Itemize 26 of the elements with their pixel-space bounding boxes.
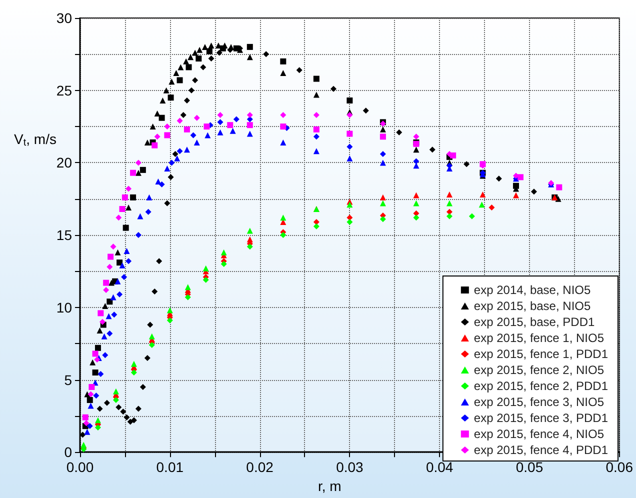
legend-label: exp 2015, fence 2, NIO5 [474, 363, 604, 377]
x-tick-label: 0.02 [246, 459, 274, 476]
x-tick-label: 0.05 [516, 459, 544, 476]
y-tick-label: 30 [56, 10, 72, 26]
x-tick-label: 0.06 [606, 459, 634, 476]
y-tick-label: 5 [64, 372, 72, 388]
y-tick-label: 20 [56, 154, 72, 171]
x-tick-label: 0.01 [156, 459, 184, 476]
x-tick-label: 0.04 [426, 459, 454, 476]
legend-label: exp 2015, fence 2, PDD1 [474, 379, 608, 393]
y-tick-label: 15 [56, 227, 72, 244]
legend-label: exp 2014, base, NIO5 [474, 283, 591, 297]
legend-label: exp 2015, base, NIO5 [474, 299, 591, 313]
y-tick-label: 0 [64, 444, 72, 460]
legend-label: exp 2015, fence 4, NIO5 [474, 427, 604, 441]
legend-label: exp 2015, base, PDD1 [474, 315, 595, 329]
legend-label: exp 2015, fence 1, NIO5 [474, 331, 604, 345]
y-tick-label: 25 [56, 82, 72, 98]
y-tick-label: 10 [56, 299, 72, 316]
legend-label: exp 2015, fence 1, PDD1 [474, 347, 608, 361]
x-axis-title: r, m [318, 478, 342, 494]
legend-label: exp 2015, fence 4, PDD1 [474, 443, 608, 457]
x-tick-label: 0.03 [336, 459, 364, 476]
x-tick-label: 0.00 [66, 459, 94, 476]
legend-label: exp 2015, fence 3, PDD1 [474, 411, 608, 425]
legend-label: exp 2015, fence 3, NIO5 [474, 395, 604, 409]
